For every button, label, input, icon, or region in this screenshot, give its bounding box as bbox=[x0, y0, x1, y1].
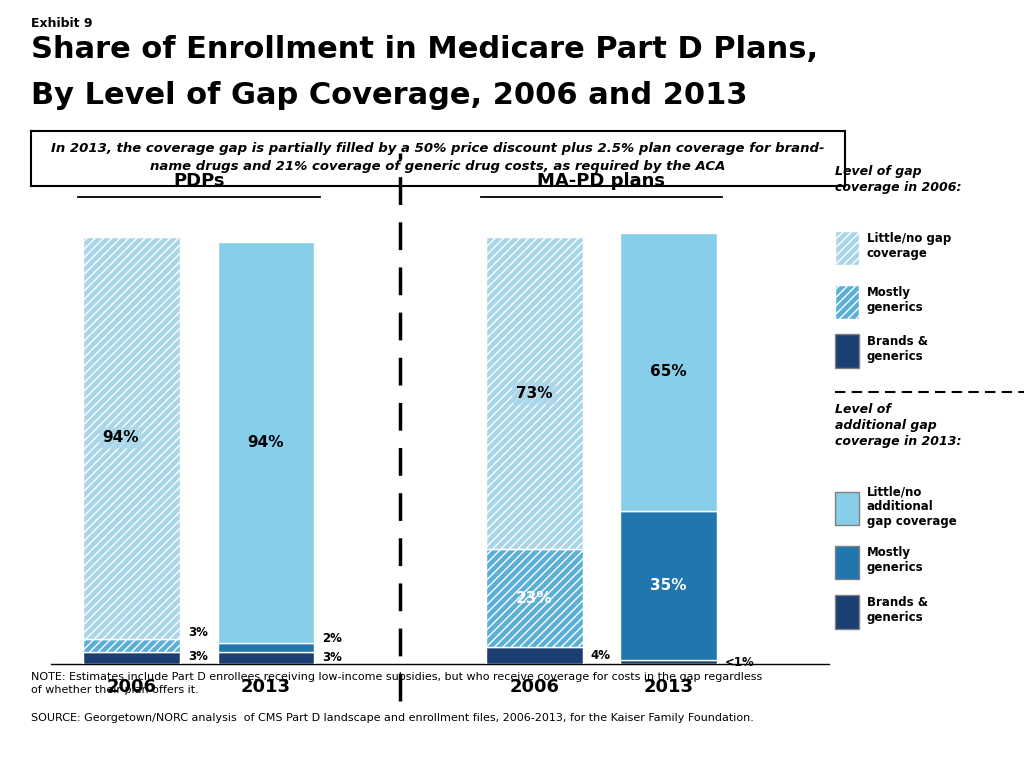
Text: 65%: 65% bbox=[650, 364, 687, 379]
Text: SOURCE: Georgetown/NORC analysis  of CMS Part D landscape and enrollment files, : SOURCE: Georgetown/NORC analysis of CMS … bbox=[31, 713, 754, 723]
Bar bbox=[486, 237, 583, 549]
Text: Mostly
generics: Mostly generics bbox=[866, 547, 924, 574]
Bar bbox=[83, 237, 180, 639]
Text: 35%: 35% bbox=[650, 578, 687, 593]
Text: 23%: 23% bbox=[516, 591, 553, 606]
Text: 4%: 4% bbox=[591, 649, 610, 662]
Text: 3%: 3% bbox=[323, 651, 342, 664]
Text: 73%: 73% bbox=[516, 386, 553, 401]
Bar bbox=[835, 335, 859, 368]
Text: Share of Enrollment in Medicare Part D Plans,: Share of Enrollment in Medicare Part D P… bbox=[31, 35, 818, 64]
Text: <1%: <1% bbox=[725, 656, 755, 669]
Text: By Level of Gap Coverage, 2006 and 2013: By Level of Gap Coverage, 2006 and 2013 bbox=[31, 81, 748, 110]
Bar bbox=[835, 545, 859, 579]
Text: Little/no gap
coverage: Little/no gap coverage bbox=[866, 232, 951, 260]
Text: 3%: 3% bbox=[188, 650, 208, 663]
Bar bbox=[83, 639, 180, 651]
Text: NOTE: Estimates include Part D enrollees receiving low-income subsidies, but who: NOTE: Estimates include Part D enrollees… bbox=[31, 672, 762, 695]
Text: 3%: 3% bbox=[188, 626, 208, 639]
Text: Brands &
generics: Brands & generics bbox=[866, 336, 928, 363]
Text: FAMILY: FAMILY bbox=[918, 737, 972, 751]
Bar bbox=[217, 241, 314, 643]
Bar bbox=[486, 647, 583, 664]
Bar bbox=[217, 643, 314, 651]
Text: Level of
additional gap
coverage in 2013:: Level of additional gap coverage in 2013… bbox=[835, 403, 962, 449]
Bar bbox=[621, 511, 717, 660]
Text: PDPs: PDPs bbox=[173, 172, 224, 190]
Text: Mostly
generics: Mostly generics bbox=[866, 286, 924, 314]
Text: Little/no
additional
gap coverage: Little/no additional gap coverage bbox=[866, 485, 956, 528]
Bar bbox=[217, 651, 314, 664]
Text: Brands &
generics: Brands & generics bbox=[866, 596, 928, 624]
Text: MA-PD plans: MA-PD plans bbox=[538, 172, 666, 190]
Text: 2%: 2% bbox=[323, 632, 342, 645]
Bar bbox=[835, 231, 859, 265]
Bar bbox=[621, 233, 717, 511]
Bar bbox=[835, 492, 859, 525]
Bar bbox=[486, 549, 583, 647]
Bar bbox=[835, 285, 859, 319]
Text: Exhibit 9: Exhibit 9 bbox=[31, 17, 92, 30]
Bar bbox=[835, 595, 859, 629]
Text: 94%: 94% bbox=[248, 435, 284, 450]
Text: FOUNDATION: FOUNDATION bbox=[915, 754, 974, 763]
Text: 94%: 94% bbox=[102, 431, 138, 445]
Bar bbox=[83, 651, 180, 664]
Text: Level of gap
coverage in 2006:: Level of gap coverage in 2006: bbox=[835, 165, 962, 194]
Text: In 2013, the coverage gap is partially filled by a 50% price discount plus 2.5% : In 2013, the coverage gap is partially f… bbox=[51, 141, 824, 173]
Bar bbox=[621, 660, 717, 664]
Text: THE HENRY J.: THE HENRY J. bbox=[916, 707, 973, 716]
Text: KAISER: KAISER bbox=[908, 718, 981, 737]
